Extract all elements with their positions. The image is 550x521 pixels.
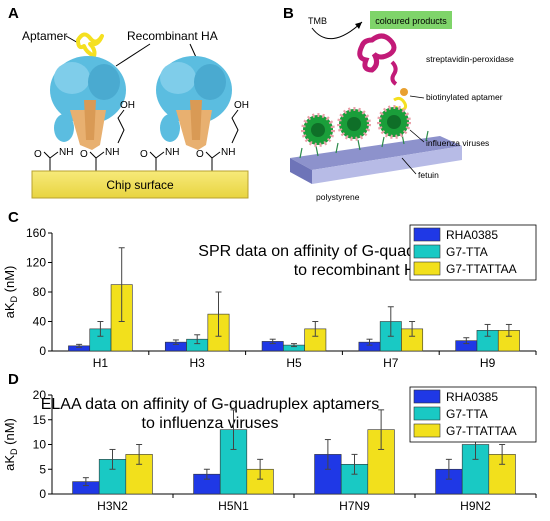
oxygen-label: O <box>34 149 42 160</box>
y-tick-label: 120 <box>26 256 46 270</box>
y-tick-label: 0 <box>39 344 46 358</box>
oxygen-label: O <box>196 149 204 160</box>
x-tick-label: H1 <box>93 356 109 370</box>
x-tick-label: H3N2 <box>97 499 128 513</box>
influenza-virus <box>377 105 411 139</box>
x-tick-label: H9N2 <box>460 499 491 513</box>
legend-swatch <box>413 244 441 259</box>
ha-protein-right <box>156 56 232 150</box>
y-tick-label: 5 <box>39 462 46 476</box>
y-tick-label: 20 <box>33 388 47 402</box>
enzyme-shape <box>357 33 397 73</box>
panel-b: B TMB coloured products streptavidin-per… <box>283 5 514 202</box>
legend-label: G7-TTA <box>446 245 488 259</box>
y-tick-label: 15 <box>33 413 47 427</box>
y-tick-label: 80 <box>33 285 47 299</box>
influenza-virus <box>301 113 335 147</box>
legend-label: RHA0385 <box>446 390 498 404</box>
y-tick-label: 0 <box>39 487 46 501</box>
oxygen-label: O <box>140 149 148 160</box>
legend-swatch <box>413 406 441 421</box>
y-tick-label: 160 <box>26 226 46 240</box>
ha-protein-left <box>50 56 126 150</box>
fetuin-pointer <box>401 157 417 175</box>
legend-label: G7-TTA <box>446 407 488 421</box>
polystyrene-top <box>290 136 462 170</box>
chart-title-line2: to recombinant HAs <box>294 262 435 279</box>
x-tick-label: H9 <box>480 356 496 370</box>
panel-a: A Aptamer Recombinant HA <box>8 5 249 199</box>
amine-label: NH <box>105 147 119 158</box>
viruses-pointer <box>409 129 425 143</box>
legend-label: G7-TTATTAA <box>446 424 517 438</box>
chip-surface <box>31 170 249 199</box>
legend-label: G7-TTATTAA <box>446 262 517 276</box>
hydroxyl-label: OH <box>234 100 249 111</box>
aptamer-pointer-b <box>409 95 425 99</box>
polystyrene-front <box>312 146 462 184</box>
x-tick-label: H5 <box>286 356 302 370</box>
chart-title: ELAA data on affinity of G-quadruplex ap… <box>41 396 380 413</box>
aptamer-shape <box>76 32 104 58</box>
oxygen-label: O <box>80 149 88 160</box>
chart-title-line2: to influenza viruses <box>142 415 279 432</box>
legend-swatch <box>413 261 441 276</box>
x-tick-label: H7N9 <box>339 499 370 513</box>
amine-label: NH <box>59 147 73 158</box>
reaction-arrowhead <box>355 22 362 29</box>
x-tick-label: H7 <box>383 356 399 370</box>
panel-c-letter: C <box>8 209 19 226</box>
influenza-virus <box>337 107 371 141</box>
viruses-label: influenza viruses <box>426 138 489 148</box>
coloured-products-box <box>370 11 452 29</box>
reaction-arrow <box>311 21 363 40</box>
amine-label: NH <box>165 147 179 158</box>
panel-d: D 0 5 10 15 20 aKD (nM) ELAA data on affinity … <box>2 371 537 513</box>
aptamer-label: Aptamer <box>22 29 67 43</box>
y-tick-label: 10 <box>33 438 47 452</box>
legend-label: RHA0385 <box>446 228 498 242</box>
y-axis-label: aKD (nM) <box>2 418 19 471</box>
hydroxyl-label: OH <box>120 100 135 111</box>
panel-a-letter: A <box>8 5 19 22</box>
tmb-label: TMB <box>308 16 327 26</box>
x-tick-label: H5N1 <box>218 499 249 513</box>
chip-surface-label: Chip surface <box>106 178 174 192</box>
legend-swatch <box>413 227 441 242</box>
recombinant-ha-label: Recombinant HA <box>127 29 218 43</box>
panel-d-letter: D <box>8 371 19 388</box>
polystyrene-side <box>290 158 312 184</box>
y-axis-label: aKD (nM) <box>2 266 19 319</box>
legend-swatch <box>413 389 441 404</box>
biotin-dot <box>400 88 408 96</box>
panel-b-letter: B <box>283 5 294 22</box>
amine-label: NH <box>221 147 235 158</box>
legend-swatch <box>413 423 441 438</box>
polystyrene-label: polystyrene <box>316 192 360 202</box>
enzyme-label: streptavidin-peroxidase <box>426 54 514 64</box>
coloured-products-label: coloured products <box>375 16 447 26</box>
x-tick-label: H3 <box>190 356 206 370</box>
fetuin-label: fetuin <box>418 170 439 180</box>
enzyme-tail <box>390 60 398 86</box>
linker-chemistry <box>43 109 239 171</box>
biotinylated-aptamer-label: biotinylated aptamer <box>426 92 503 102</box>
y-tick-label: 40 <box>33 315 47 329</box>
ha-pointer-left <box>115 43 151 67</box>
